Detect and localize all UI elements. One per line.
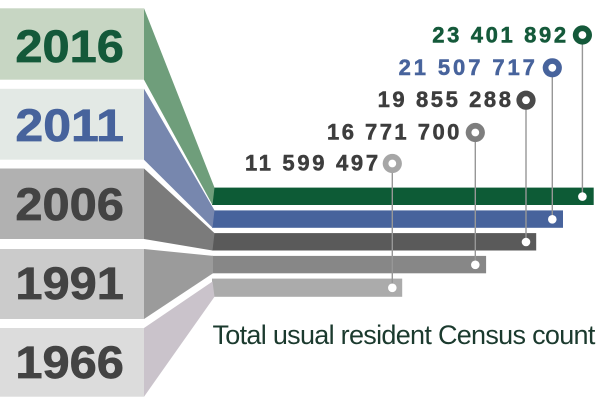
svg-text:11 599 497: 11 599 497 [245, 151, 378, 176]
svg-text:Total usual resident Census co: Total usual resident Census count [213, 320, 596, 350]
svg-text:1966: 1966 [15, 337, 124, 388]
svg-text:2016: 2016 [15, 21, 124, 72]
svg-text:1991: 1991 [15, 258, 124, 309]
svg-text:2011: 2011 [15, 100, 123, 151]
svg-text:2006: 2006 [15, 179, 124, 230]
